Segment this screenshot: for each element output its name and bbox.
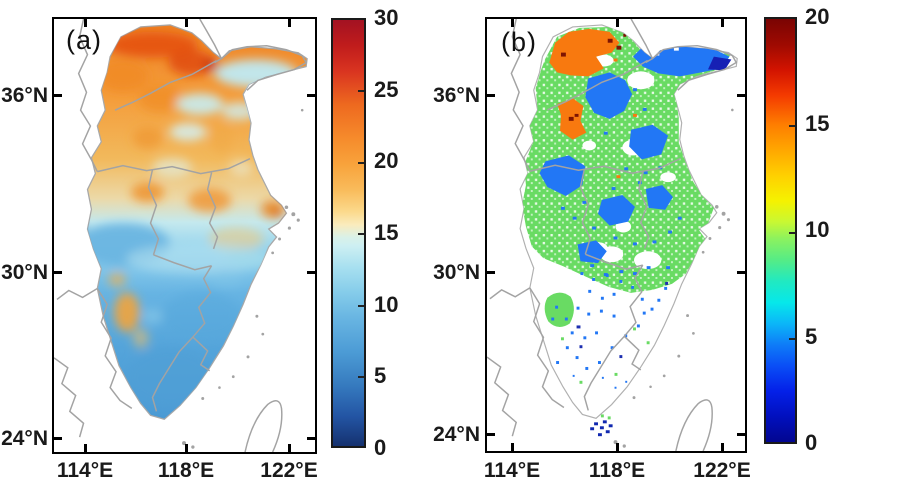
y-tick-label: 36°N [433,84,480,107]
map-panel-a: (a) [52,17,317,454]
raster-pixels-b [522,26,732,293]
colorbar-a-tick-label: 25 [374,77,399,102]
tick-mark [288,19,291,27]
colorbar-a-tick-label: 15 [374,220,399,245]
map-panel-b: (b) [485,17,747,453]
tick-mark [54,94,62,97]
tick-mark [54,271,62,274]
x-tick-label: 114°E [56,459,114,482]
colorbar-tick [358,162,364,164]
colorbar-b-tick-label: 20 [805,4,830,29]
colorbar-b [764,17,797,444]
y-tick-label: 24°N [433,423,480,446]
colorbar-a-tick-label: 30 [374,5,399,30]
colorbar-b-tick-label: 5 [805,324,818,349]
panel-b-label: (b) [501,27,537,57]
south-speckles-b [544,272,669,437]
colorbar-tick [358,90,364,92]
colorbar-tick [358,305,364,307]
y-tick-label: 24°N [1,427,48,450]
colorbar-b-tick-label: 15 [805,111,830,136]
y-tick-label: 36°N [1,84,48,107]
tick-mark [511,19,514,27]
tick-mark [307,437,315,440]
x-tick-label: 122°E [693,459,751,482]
colorbar-tick [789,232,795,234]
colorbar-tick [789,338,795,340]
colorbar-b-tick-label: 10 [805,217,830,242]
tick-mark [737,94,745,97]
tick-mark [616,443,619,451]
tick-mark [616,19,619,27]
tick-mark [288,444,291,452]
x-tick-label: 118°E [157,459,215,482]
colorbar-a [331,18,366,448]
tick-mark [307,94,315,97]
x-tick-label: 114°E [483,459,541,482]
colorbar-tick [358,233,364,235]
tick-mark [487,271,495,274]
tick-mark [54,437,62,440]
tick-mark [721,443,724,451]
colorbar-a-tick-label: 20 [374,148,399,173]
tick-mark [307,271,315,274]
tick-mark [487,433,495,436]
y-tick-label: 30°N [1,261,48,284]
province-borders-a [54,19,308,452]
x-tick-label: 122°E [260,459,318,482]
tick-mark [511,443,514,451]
tick-mark [721,19,724,27]
tick-mark [185,444,188,452]
colorbar-tick [358,376,364,378]
colorbar-a-tick-label: 10 [374,292,399,317]
colorbar-a-tick-label: 0 [374,435,387,460]
tick-mark [84,19,87,27]
colorbar-tick [789,125,795,127]
tick-mark [737,433,745,436]
tick-mark [737,271,745,274]
panel-a-label: (a) [66,25,102,55]
map-b-canvas [487,19,738,451]
province-borders-b [487,19,738,451]
x-tick-label: 118°E [588,459,646,482]
tick-mark [84,444,87,452]
data-region-a [86,24,308,421]
colorbar-b-tick-label: 0 [805,430,818,455]
colorbar-a-tick-label: 5 [374,363,387,388]
tick-mark [487,94,495,97]
coastal-islands-a [182,108,304,449]
y-tick-label: 30°N [433,261,480,284]
tick-mark [185,19,188,27]
map-a-canvas [54,19,308,452]
